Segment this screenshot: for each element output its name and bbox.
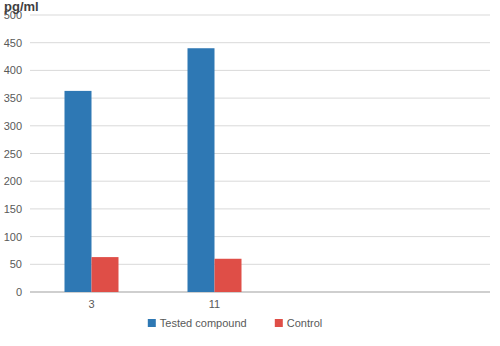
bars-group bbox=[65, 48, 242, 292]
y-tick-label: 0 bbox=[16, 286, 22, 298]
bar bbox=[215, 259, 242, 292]
y-tick-label: 300 bbox=[4, 120, 22, 132]
legend-label: Control bbox=[287, 317, 322, 329]
grid-line bbox=[30, 42, 490, 43]
bar bbox=[188, 48, 215, 292]
legend-label: Tested compound bbox=[160, 317, 247, 329]
bar bbox=[65, 91, 92, 292]
y-tick-label: 350 bbox=[4, 92, 22, 104]
x-tick-label: 3 bbox=[88, 298, 94, 310]
y-tick-label: 100 bbox=[4, 231, 22, 243]
y-tick-label: 50 bbox=[10, 258, 22, 270]
legend-swatch bbox=[275, 319, 283, 327]
grid-line bbox=[30, 236, 490, 237]
x-tick-label: 11 bbox=[209, 298, 220, 310]
chart-container: 050100150200250300350400450500pg/ml311Te… bbox=[0, 0, 500, 346]
grid-line bbox=[30, 15, 490, 16]
grid-line bbox=[30, 125, 490, 126]
chart-svg: 050100150200250300350400450500pg/ml311Te… bbox=[0, 0, 500, 346]
y-axis-label: pg/ml bbox=[4, 0, 39, 14]
grid-line bbox=[30, 98, 490, 99]
y-tick-label: 150 bbox=[4, 203, 22, 215]
legend: Tested compound Control bbox=[148, 317, 322, 329]
grid-line bbox=[30, 153, 490, 154]
grid-line bbox=[30, 208, 490, 209]
legend-swatch bbox=[148, 319, 156, 327]
y-tick-label: 200 bbox=[4, 175, 22, 187]
y-tick-label: 450 bbox=[4, 37, 22, 49]
grid-line bbox=[30, 181, 490, 182]
grid-line bbox=[30, 70, 490, 71]
y-tick-label: 250 bbox=[4, 148, 22, 160]
y-tick-label: 400 bbox=[4, 64, 22, 76]
bar bbox=[92, 257, 119, 292]
